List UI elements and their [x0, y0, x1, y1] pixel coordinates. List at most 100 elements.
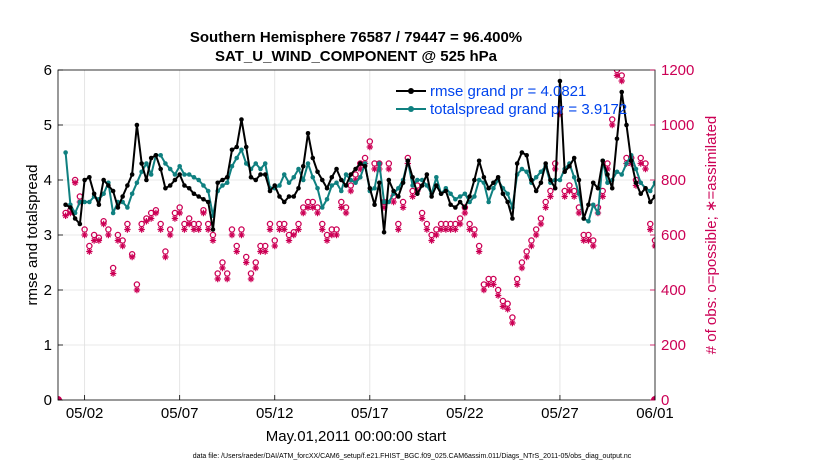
obs-assimilated-point	[618, 77, 625, 85]
obs-assimilated-point	[147, 215, 155, 222]
totalspread-point	[472, 194, 477, 199]
rmse-point	[605, 172, 610, 177]
obs-assimilated-point	[342, 209, 350, 217]
rmse-point	[543, 161, 548, 166]
totalspread-point	[205, 188, 211, 194]
rmse-point	[548, 177, 553, 183]
obs-assimilated-point	[385, 165, 393, 173]
obs-assimilated-point	[119, 242, 126, 250]
rmse-point	[377, 180, 382, 186]
totalspread-point	[595, 210, 601, 216]
rmse-point	[457, 199, 463, 205]
obs-assimilated-point	[333, 231, 340, 239]
y2-axis-label: # of obs: o=possible; ∗=assimilated	[703, 116, 720, 355]
rmse-point	[624, 122, 629, 128]
rmse-point	[476, 158, 482, 164]
rmse-point	[272, 183, 278, 188]
obs-assimilated-point	[62, 212, 69, 219]
rmse-point	[586, 202, 591, 208]
obs-assimilated-point	[347, 187, 354, 195]
x-tick-label: 06/01	[636, 405, 674, 422]
obs-assimilated-point	[395, 226, 402, 233]
obs-assimilated-point	[214, 275, 221, 283]
obs-assimilated-point	[380, 204, 388, 211]
obs-assimilated-point	[81, 231, 88, 239]
rmse-point	[296, 185, 301, 191]
obs-assimilated-point	[166, 231, 174, 239]
totalspread-point	[182, 172, 187, 177]
rmse-point	[305, 130, 311, 136]
totalspread-point	[638, 180, 644, 186]
totalspread-point	[590, 202, 596, 208]
obs-assimilated-point	[252, 264, 259, 272]
obs-assimilated-point	[238, 231, 245, 239]
obs-assimilated-point	[128, 253, 136, 261]
totalspread-point	[486, 199, 491, 205]
rmse-point	[248, 174, 254, 180]
obs-assimilated-point	[494, 292, 502, 299]
rmse-point	[353, 166, 358, 172]
rmse-point	[434, 183, 439, 188]
rmse-point	[115, 205, 121, 210]
rmse-point	[167, 183, 173, 188]
obs-assimilated-point	[428, 237, 435, 244]
totalspread-point	[453, 196, 458, 202]
rmse-point	[600, 158, 606, 164]
rmse-point	[505, 199, 510, 205]
rmse-point	[144, 177, 149, 183]
legend-spread-marker	[408, 106, 414, 112]
totalspread-point	[300, 177, 306, 183]
rmse-point	[614, 136, 620, 142]
totalspread-point	[201, 183, 206, 188]
rmse-point	[215, 180, 221, 186]
left-tick-label: 2	[44, 282, 52, 299]
rmse-point	[438, 191, 444, 197]
rmse-point	[619, 89, 625, 95]
obs-assimilated-point	[480, 286, 488, 294]
x-axis-label: May.01,2011 00:00:00 start	[266, 428, 447, 445]
rmse-point	[567, 163, 572, 169]
obs-assimilated-point	[190, 226, 198, 233]
rmse-point	[267, 188, 273, 194]
rmse-point	[315, 169, 320, 175]
obs-assimilated-point	[499, 303, 507, 310]
chart-title: Southern Hemisphere 76587 / 79447 = 96.4…	[190, 29, 522, 46]
obs-assimilated-point	[152, 209, 160, 217]
legend-rmse-text: rmse grand pr = 4.0821	[430, 83, 586, 100]
totalspread-point	[87, 199, 92, 205]
rmse-point	[571, 155, 577, 161]
totalspread-point	[101, 191, 106, 197]
totalspread-point	[63, 150, 68, 155]
obs-assimilated-point	[290, 231, 297, 239]
rmse-point	[68, 205, 73, 210]
x-tick-label: 05/12	[256, 405, 294, 422]
obs-assimilated-point	[490, 281, 497, 288]
totalspread-point	[291, 174, 297, 180]
rmse-point	[396, 194, 401, 199]
obs-assimilated-point	[233, 248, 240, 255]
obs-assimilated-point	[352, 176, 359, 184]
obs-assimilated-point	[528, 242, 535, 250]
obs-assimilated-point	[228, 231, 236, 239]
obs-assimilated-point	[437, 226, 445, 233]
rmse-point	[643, 185, 648, 191]
totalspread-point	[353, 180, 358, 186]
obs-assimilated-point	[181, 226, 188, 233]
totalspread-point	[586, 218, 591, 224]
obs-assimilated-point	[575, 209, 583, 217]
totalspread-point	[519, 166, 525, 172]
obs-assimilated-point	[609, 121, 616, 129]
obs-assimilated-point	[124, 226, 131, 233]
left-tick-label: 1	[44, 337, 52, 354]
obs-assimilated-point	[319, 226, 326, 233]
rmse-point	[243, 144, 249, 150]
totalspread-point	[186, 172, 192, 177]
rmse-point	[239, 117, 244, 122]
rmse-point	[415, 191, 420, 197]
rmse-point	[381, 229, 387, 235]
rmse-point	[205, 199, 211, 205]
rmse-point	[281, 199, 287, 205]
obs-assimilated-point	[138, 226, 145, 233]
rmse-point	[538, 180, 544, 186]
totalspread-point	[605, 180, 610, 186]
